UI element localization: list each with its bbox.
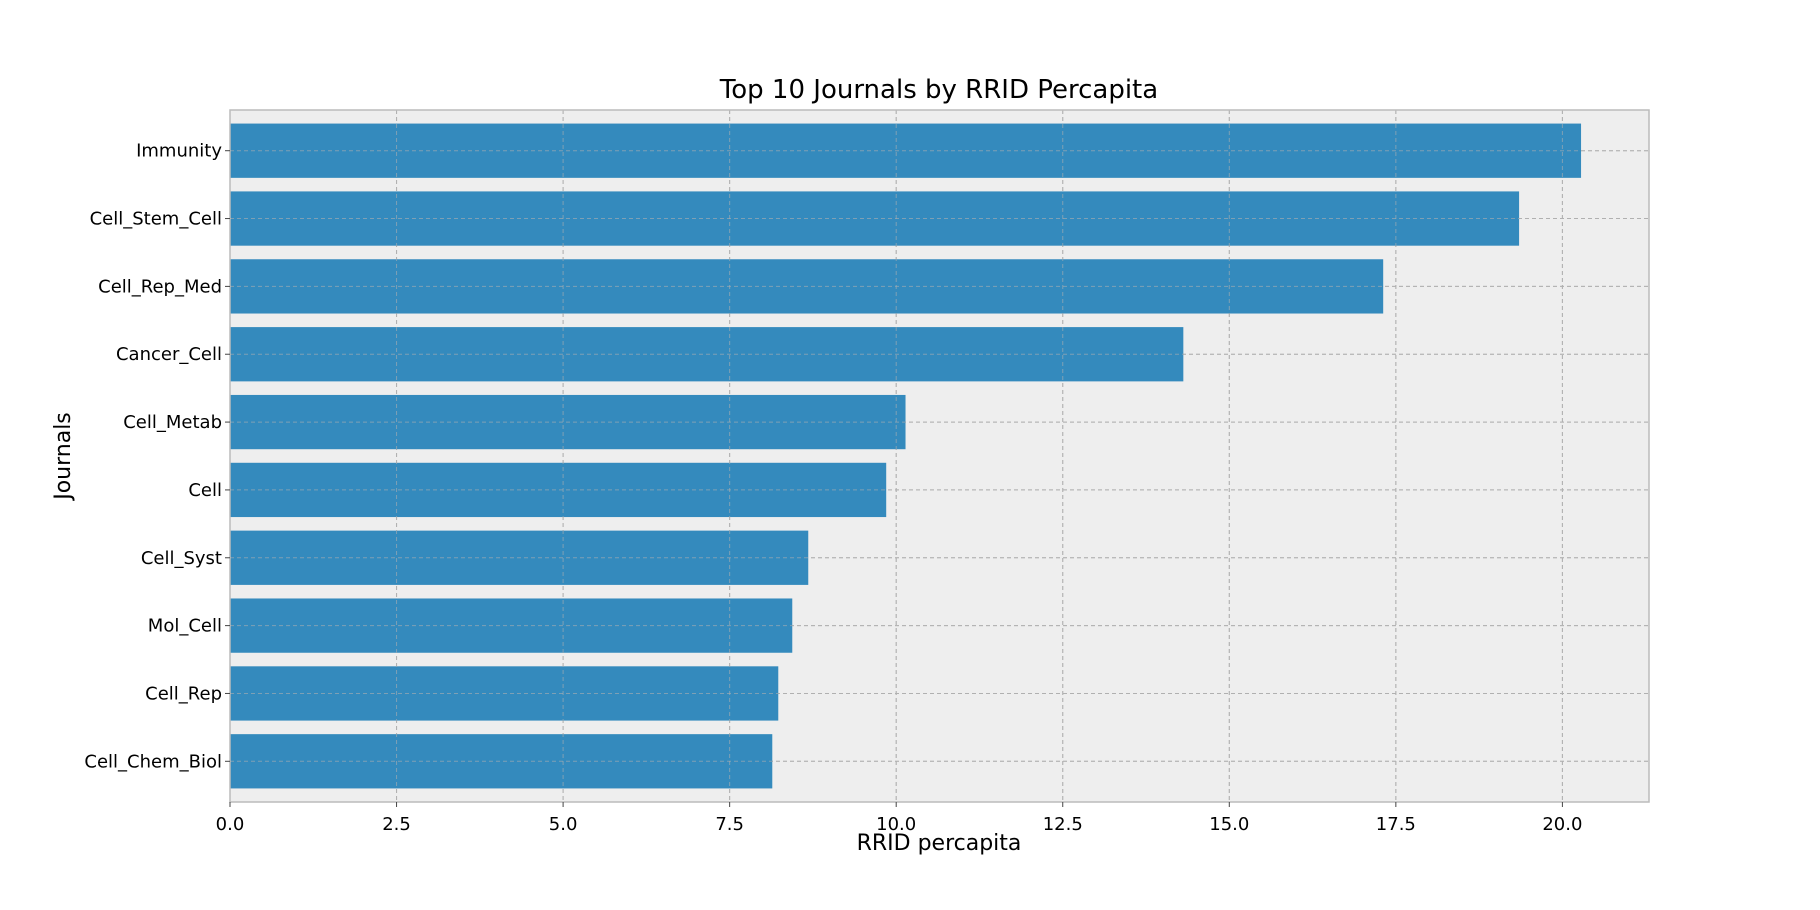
y-tick-label: Mol_Cell	[148, 616, 222, 637]
y-tick-label: Cell_Syst	[141, 548, 222, 569]
y-tick-label: Cell_Stem_Cell	[90, 209, 222, 230]
x-tick-label: 10.0	[876, 814, 916, 835]
y-tick-label: Cell_Metab	[123, 412, 222, 433]
chart-title: Top 10 Journals by RRID Percapita	[719, 75, 1158, 105]
x-tick-label: 20.0	[1542, 814, 1582, 835]
y-tick-label: Immunity	[136, 141, 222, 162]
x-tick-label: 7.5	[715, 814, 744, 835]
x-tick-label: 2.5	[382, 814, 411, 835]
y-axis-label: Journals	[51, 412, 76, 502]
x-tick-label: 5.0	[549, 814, 578, 835]
y-grid-overlay	[229, 110, 1649, 802]
plot-frame	[229, 109, 1650, 803]
y-tick-label: Cell_Chem_Biol	[84, 751, 222, 772]
bar-cell-chem-biol	[230, 734, 773, 789]
y-axis-ticks: Immunity Cell_Stem_Cell Cell_Rep_Med Cancer…	[84, 141, 230, 772]
y-tick-label: Cell	[188, 480, 222, 501]
y-tick-label: Cell_Rep_Med	[98, 276, 222, 297]
y-tick-label: Cell_Rep	[145, 683, 222, 704]
x-axis-ticks: 0.0 2.5 5.0 7.5 10.0 12.5 15.0 17.5 20.0	[216, 802, 1582, 835]
y-tick-label: Cancer_Cell	[116, 344, 222, 365]
x-axis-label: RRID percapita	[857, 831, 1022, 856]
x-tick-label: 0.0	[216, 814, 245, 835]
x-tick-label: 12.5	[1043, 814, 1083, 835]
x-tick-label: 15.0	[1209, 814, 1249, 835]
x-tick-label: 17.5	[1376, 814, 1416, 835]
